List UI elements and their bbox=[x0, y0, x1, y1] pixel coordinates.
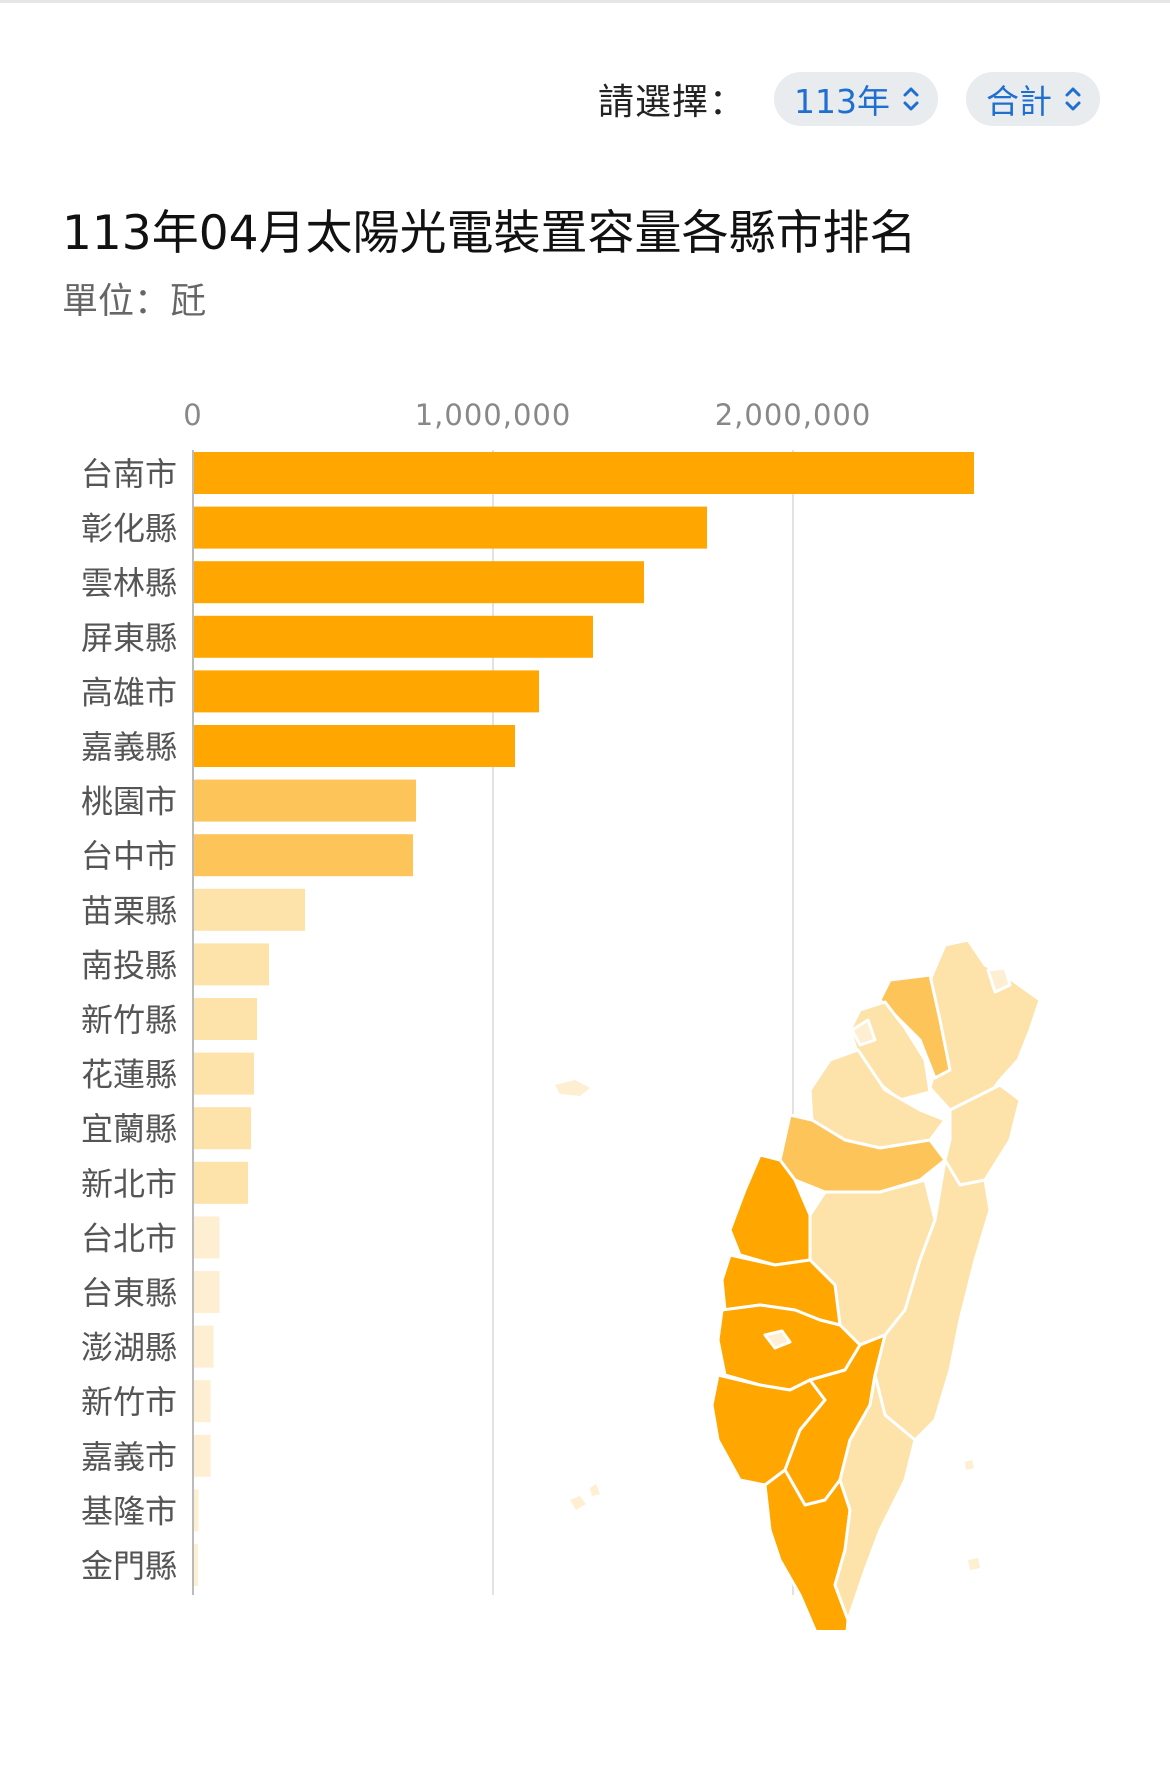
chart-unit: 單位：瓩 bbox=[62, 281, 207, 322]
category-label: 台東縣 bbox=[81, 1274, 177, 1312]
category-label: 新竹縣 bbox=[81, 1001, 177, 1039]
category-label: 南投縣 bbox=[81, 946, 177, 984]
category-label: 嘉義市 bbox=[81, 1438, 177, 1476]
top-divider bbox=[0, 0, 1170, 3]
bar-3[interactable] bbox=[194, 561, 644, 604]
bar-20[interactable] bbox=[194, 1489, 199, 1532]
bar-10[interactable] bbox=[194, 943, 269, 986]
map-region-taitung bbox=[833, 1373, 917, 1622]
bar-7[interactable] bbox=[194, 779, 416, 822]
selector-label: 請選擇： bbox=[597, 82, 746, 123]
category-label: 屏東縣 bbox=[81, 619, 177, 657]
selector-bar: 請選擇： 113年 合計 bbox=[598, 72, 1100, 126]
category-label: 澎湖縣 bbox=[81, 1329, 177, 1367]
bar-1[interactable] bbox=[194, 452, 974, 494]
map-region-hsinchu-city bbox=[850, 1018, 877, 1047]
map-region-keelung bbox=[986, 966, 1012, 994]
category-label: 基隆市 bbox=[81, 1492, 177, 1530]
category-label: 台中市 bbox=[81, 837, 177, 875]
map-region-hualien bbox=[873, 1158, 992, 1442]
bar-4[interactable] bbox=[194, 615, 593, 658]
map-region-orchid-island bbox=[968, 1558, 980, 1570]
chart-title: 113年04月太陽光電裝置容量各縣市排名 bbox=[62, 206, 917, 261]
bar-11[interactable] bbox=[194, 998, 257, 1040]
chevron-up-down-icon bbox=[1064, 84, 1082, 114]
bar-6[interactable] bbox=[194, 725, 515, 767]
bar-15[interactable] bbox=[194, 1216, 220, 1259]
category-label: 彰化縣 bbox=[81, 510, 177, 548]
bar-13[interactable] bbox=[194, 1107, 251, 1150]
category-label: 台北市 bbox=[81, 1219, 177, 1257]
bar-9[interactable] bbox=[194, 888, 305, 931]
category-label: 雲林縣 bbox=[81, 564, 177, 602]
year-select-value: 113年 bbox=[794, 82, 890, 121]
category-label: 苗栗縣 bbox=[81, 892, 177, 930]
bar-16[interactable] bbox=[194, 1271, 220, 1313]
bar-17[interactable] bbox=[194, 1325, 214, 1368]
bar-2[interactable] bbox=[194, 506, 707, 549]
map-region-kinmen bbox=[555, 1080, 590, 1096]
category-label: 新北市 bbox=[81, 1165, 177, 1203]
category-label: 新竹市 bbox=[81, 1383, 177, 1421]
x-tick-label: 1,000,000 bbox=[415, 398, 572, 432]
bar-14[interactable] bbox=[194, 1161, 248, 1204]
x-tick-label: 0 bbox=[183, 398, 202, 432]
category-label: 宜蘭縣 bbox=[81, 1110, 177, 1148]
map-region-penghu bbox=[570, 1484, 600, 1510]
bar-19[interactable] bbox=[194, 1434, 211, 1477]
category-label: 台南市 bbox=[81, 455, 177, 493]
map-region-chiayi-city bbox=[763, 1329, 792, 1350]
bar-5[interactable] bbox=[194, 670, 539, 713]
category-label: 花蓮縣 bbox=[81, 1056, 177, 1094]
category-label: 金門縣 bbox=[81, 1547, 177, 1585]
year-select[interactable]: 113年 bbox=[774, 72, 938, 126]
type-select[interactable]: 合計 bbox=[966, 72, 1100, 126]
chevron-up-down-icon bbox=[902, 84, 920, 114]
category-label: 高雄市 bbox=[81, 673, 177, 711]
category-label: 桃園市 bbox=[81, 783, 177, 821]
category-label: 嘉義縣 bbox=[81, 728, 177, 766]
taiwan-map bbox=[555, 938, 1042, 1630]
bar-21[interactable] bbox=[194, 1544, 198, 1586]
x-tick-label: 2,000,000 bbox=[715, 398, 872, 432]
bar-8[interactable] bbox=[194, 834, 413, 877]
bar-12[interactable] bbox=[194, 1052, 254, 1095]
map-region-green-island bbox=[965, 1460, 974, 1470]
bar-18[interactable] bbox=[194, 1380, 211, 1423]
bar-chart: 台南市彰化縣雲林縣屏東縣高雄市嘉義縣桃園市台中市苗栗縣南投縣新竹縣花蓮縣宜蘭縣新… bbox=[81, 398, 1042, 1630]
type-select-value: 合計 bbox=[986, 82, 1052, 121]
